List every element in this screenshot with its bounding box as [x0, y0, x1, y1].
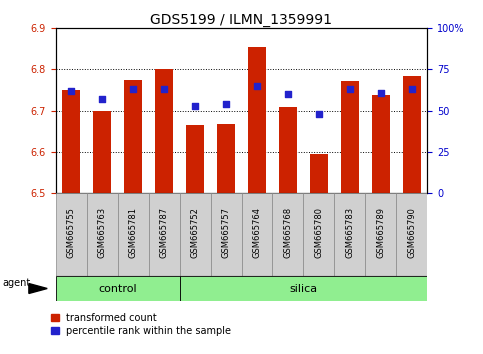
Text: GSM665790: GSM665790	[408, 207, 416, 258]
Bar	[366, 193, 397, 276]
Text: control: control	[98, 284, 137, 293]
Text: GSM665752: GSM665752	[190, 207, 199, 258]
Title: GDS5199 / ILMN_1359991: GDS5199 / ILMN_1359991	[151, 13, 332, 27]
Text: GSM665781: GSM665781	[128, 207, 138, 258]
Bar	[272, 193, 303, 276]
Point	[67, 88, 75, 94]
Point	[191, 103, 199, 109]
Bar	[180, 193, 211, 276]
Point	[222, 101, 230, 107]
Bar	[117, 193, 149, 276]
Bar	[403, 76, 421, 193]
Bar	[341, 81, 359, 193]
Point	[98, 96, 106, 102]
Bar	[62, 90, 80, 193]
Text: GSM665768: GSM665768	[284, 207, 293, 258]
Text: GSM665787: GSM665787	[159, 207, 169, 258]
Point	[408, 86, 416, 92]
Polygon shape	[29, 284, 47, 293]
Text: GSM665763: GSM665763	[98, 207, 107, 258]
Text: GSM665780: GSM665780	[314, 207, 324, 258]
Bar	[242, 193, 272, 276]
Text: GSM665755: GSM665755	[67, 207, 75, 258]
Bar	[124, 80, 142, 193]
Text: GSM665783: GSM665783	[345, 207, 355, 258]
Bar	[56, 276, 180, 301]
Bar	[248, 47, 266, 193]
Bar	[303, 193, 334, 276]
Point	[315, 111, 323, 117]
Bar	[211, 193, 242, 276]
Point	[129, 86, 137, 92]
Bar	[397, 193, 427, 276]
Bar	[310, 154, 328, 193]
Point	[284, 91, 292, 97]
Bar	[334, 193, 366, 276]
Point	[346, 86, 354, 92]
Point	[253, 83, 261, 89]
Bar	[86, 193, 117, 276]
Text: silica: silica	[289, 284, 317, 293]
Text: agent: agent	[3, 278, 31, 288]
Bar	[149, 193, 180, 276]
Bar	[217, 124, 235, 193]
Bar	[186, 125, 204, 193]
Bar	[180, 276, 427, 301]
Text: GSM665789: GSM665789	[376, 207, 385, 258]
Text: GSM665757: GSM665757	[222, 207, 230, 258]
Bar	[93, 111, 112, 193]
Bar	[279, 107, 297, 193]
Point	[377, 90, 385, 95]
Point	[160, 86, 168, 92]
Text: GSM665764: GSM665764	[253, 207, 261, 258]
Bar	[56, 193, 86, 276]
Bar	[155, 69, 173, 193]
Bar	[372, 95, 390, 193]
Legend: transformed count, percentile rank within the sample: transformed count, percentile rank withi…	[51, 313, 231, 336]
